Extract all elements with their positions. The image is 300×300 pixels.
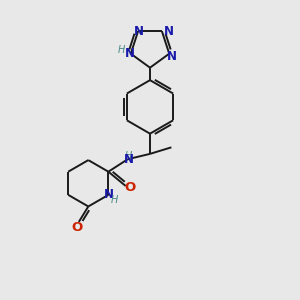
Text: H: H [111, 195, 118, 205]
Text: H: H [125, 151, 132, 160]
Text: N: N [124, 153, 134, 166]
Text: O: O [72, 221, 83, 234]
Text: N: N [125, 47, 135, 60]
Text: O: O [124, 181, 135, 194]
Text: N: N [134, 25, 144, 38]
Text: N: N [164, 25, 173, 38]
Text: N: N [104, 188, 114, 201]
Text: N: N [167, 50, 177, 63]
Text: H: H [118, 45, 125, 55]
